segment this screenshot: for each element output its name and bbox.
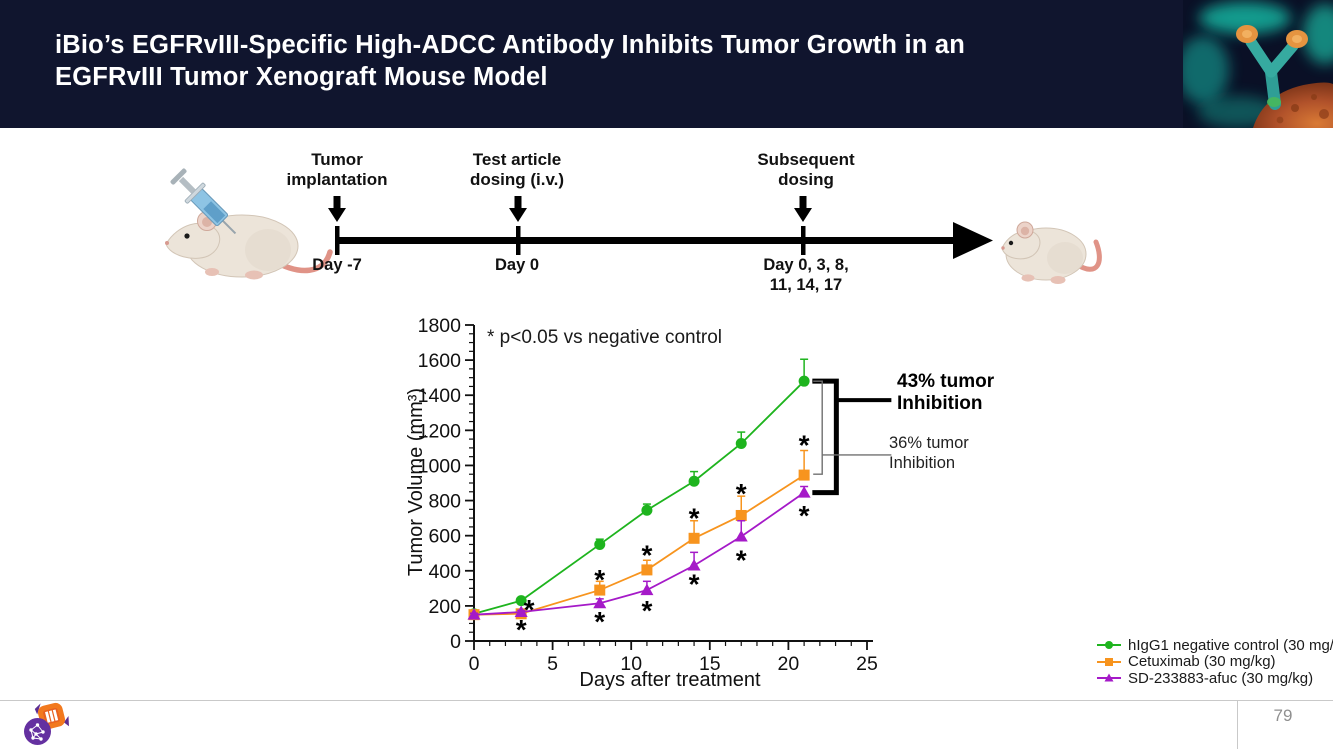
svg-text:200: 200: [428, 596, 461, 618]
legend-item-sd233883: SD-233883-afuc (30 mg/kg): [1096, 670, 1333, 687]
y-axis-title: Tumor Volume (mm³): [405, 387, 427, 577]
timeline-day-label-0: Day 0: [494, 256, 540, 274]
svg-text:15: 15: [699, 653, 721, 675]
footer-divider: [0, 700, 1333, 701]
svg-text:1200: 1200: [418, 420, 462, 442]
timeline-arrow-graphic: [328, 196, 993, 259]
svg-text:5: 5: [547, 653, 558, 675]
svg-text:*: *: [524, 594, 535, 625]
svg-text:*: *: [641, 595, 652, 626]
svg-text:*: *: [736, 545, 747, 576]
timeline-day-label-multi: Day 0, 3, 8, 11, 14, 17: [763, 256, 849, 294]
slide-header: iBio’s EGFRvIII-Specific High-ADCC Antib…: [0, 0, 1333, 128]
timeline-event-title-implantation: Tumor implantation: [286, 150, 388, 190]
timeline-day-label-minus7: Day -7: [312, 256, 362, 274]
svg-text:20: 20: [778, 653, 800, 675]
svg-text:25: 25: [856, 653, 878, 675]
svg-text:*: *: [516, 614, 527, 645]
tumor-volume-chart: 0 5 10 15 20 25 0 200 400 600 800 1000 1200 1400 1600 1…: [418, 315, 892, 675]
chart-legend: hIgG1 negative control (30 mg/kg) Cetuxi…: [1096, 637, 1333, 687]
significance-note: * p<0.05 vs negative control: [487, 327, 723, 348]
svg-text:600: 600: [428, 526, 461, 548]
svg-text:*: *: [594, 564, 605, 595]
svg-text:*: *: [689, 568, 700, 599]
legend-item-negative-control: hIgG1 negative control (30 mg/kg): [1096, 637, 1333, 654]
slide-title: iBio’s EGFRvIII-Specific High-ADCC Antib…: [55, 31, 965, 92]
svg-text:*: *: [689, 503, 700, 534]
svg-text:400: 400: [428, 561, 461, 583]
svg-text:*: *: [736, 478, 747, 509]
svg-text:1000: 1000: [418, 455, 462, 477]
inhibition-label-43: 43% tumor Inhibition: [897, 371, 995, 415]
svg-text:1800: 1800: [418, 315, 462, 337]
svg-text:0: 0: [469, 653, 480, 675]
legend-label: hIgG1 negative control (30 mg/kg): [1128, 636, 1333, 654]
svg-text:*: *: [641, 539, 652, 570]
page-number: 79: [1273, 706, 1293, 725]
legend-label: SD-233883-afuc (30 mg/kg): [1128, 669, 1314, 687]
timeline-event-title-dosing: Test article dosing (i.v.): [469, 150, 565, 190]
legend-marker-circle-icon: [1097, 641, 1121, 650]
svg-text:1600: 1600: [418, 350, 462, 372]
legend-marker-triangle-icon: [1097, 673, 1121, 682]
syringe-icon: [170, 168, 237, 235]
inhibition-label-36: 36% tumor Inhibition: [889, 434, 969, 473]
svg-text:10: 10: [620, 653, 642, 675]
svg-text:*: *: [799, 500, 810, 531]
svg-text:0: 0: [450, 631, 461, 653]
ibio-logo: [24, 702, 69, 745]
legend-label: Cetuximab (30 mg/kg): [1128, 653, 1276, 671]
mouse-illustration: [1001, 221, 1102, 284]
svg-text:*: *: [799, 430, 810, 461]
legend-item-cetuximab: Cetuximab (30 mg/kg): [1096, 653, 1333, 671]
legend-marker-square-icon: [1097, 657, 1121, 666]
mouse-syringe-illustration: [165, 168, 333, 280]
svg-text:*: *: [594, 606, 605, 637]
svg-text:800: 800: [428, 491, 461, 513]
x-axis-title: Days after treatment: [579, 669, 761, 691]
footer-page-divider: [1237, 700, 1238, 749]
antibody-hero-image: [1177, 0, 1333, 128]
timeline-event-title-subsequent: Subsequent dosing: [757, 150, 855, 190]
svg-text:1400: 1400: [418, 385, 462, 407]
